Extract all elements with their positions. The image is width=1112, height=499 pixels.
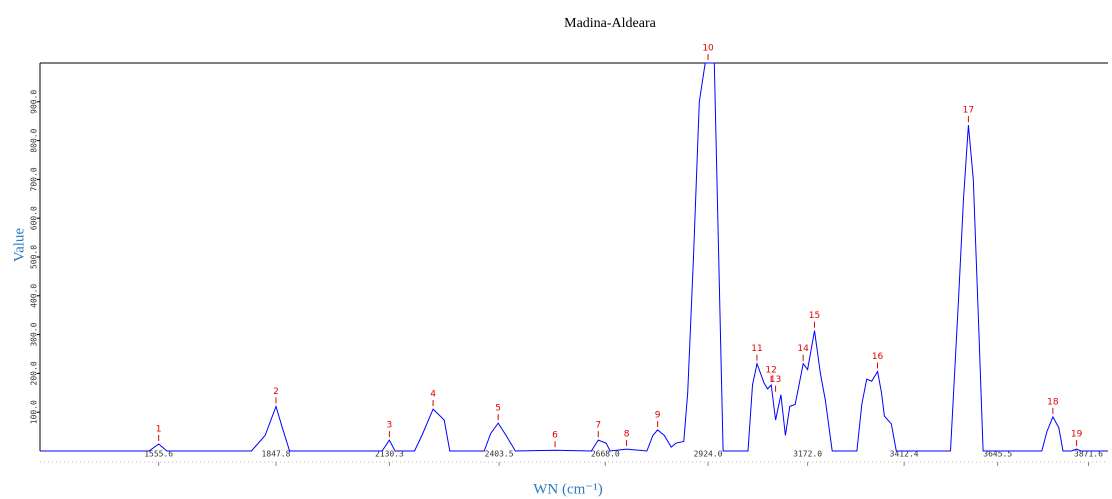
peak-label: 12 (765, 366, 776, 376)
x-tick-label: 1847.8 (262, 450, 291, 459)
peak-label: 19 (1071, 430, 1083, 440)
peak-label: 2 (273, 387, 279, 397)
x-tick-label: 3412.4 (890, 450, 919, 459)
y-tick-label: 300.0 (30, 322, 39, 346)
peak-label: 6 (552, 431, 558, 441)
peak-label: 14 (797, 344, 809, 354)
x-tick-label: 2403.5 (485, 450, 514, 459)
peak-label: 18 (1047, 397, 1059, 407)
peak-label: 4 (430, 390, 436, 400)
x-tick-label: 3871.6 (1074, 450, 1103, 459)
peak-label: 3 (387, 421, 393, 431)
chart-title: Madina-Aldeara (564, 16, 657, 31)
x-tick-label: 1555.6 (144, 450, 173, 459)
x-tick-label: 2668.0 (591, 450, 620, 459)
peak-label: 16 (872, 352, 884, 362)
x-axis-label: WN (cm⁻¹) (533, 481, 602, 497)
x-tick-label: 2130.3 (375, 450, 404, 459)
x-tick-label: 2924.0 (694, 450, 723, 459)
peak-label: 5 (495, 404, 501, 414)
peak-label: 17 (963, 106, 974, 116)
peak-label: 15 (809, 311, 820, 321)
x-tick-label: 3172.0 (793, 450, 822, 459)
peak-label: 7 (595, 421, 601, 431)
peak-label: 9 (655, 411, 661, 421)
y-axis-label: Value (11, 228, 27, 262)
peak-label: 13 (770, 375, 781, 385)
peak-label: 11 (751, 344, 762, 354)
y-tick-label: 100.0 (30, 400, 39, 424)
peak-label: 1 (156, 425, 162, 435)
y-tick-label: 500.0 (30, 245, 39, 269)
x-tick-label: 3645.5 (983, 450, 1012, 459)
peak-label: 8 (624, 430, 630, 440)
y-tick-label: 200.0 (30, 361, 39, 385)
y-tick-label: 900.0 (30, 90, 39, 114)
y-tick-label: 600.0 (30, 206, 39, 230)
y-tick-label: 700.0 (30, 167, 39, 191)
y-tick-label: 400.0 (30, 284, 39, 308)
peak-label: 10 (702, 44, 714, 54)
y-tick-label: 800.0 (30, 128, 39, 152)
spectrum-line (40, 62, 1108, 452)
